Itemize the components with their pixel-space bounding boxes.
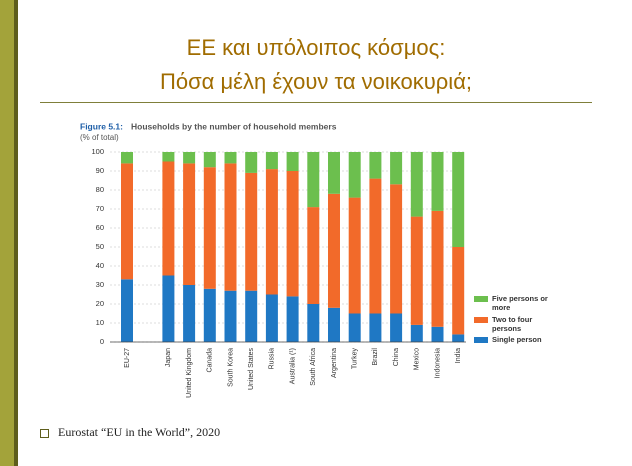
bar-segment <box>431 152 444 211</box>
bar-segment <box>183 152 196 164</box>
x-tick-label: Indonesia <box>434 348 441 378</box>
chart-subtitle: (% of total) <box>80 133 119 142</box>
x-tick-label: United States <box>248 348 255 391</box>
y-tick-label: 50 <box>96 242 104 251</box>
bar-segment <box>121 279 133 342</box>
legend-swatch <box>474 317 488 323</box>
x-tick-label: South Africa <box>310 348 317 386</box>
bar-segment <box>286 296 299 342</box>
bar-segment <box>121 163 133 280</box>
bar-segment <box>245 172 258 291</box>
legend-label: Two to four persons <box>492 315 533 333</box>
bar-segment <box>431 210 444 327</box>
bar-segment <box>410 324 423 342</box>
bullet <box>40 429 49 438</box>
y-tick-label: 20 <box>96 299 104 308</box>
bar-segment <box>286 171 299 297</box>
bar-segment <box>369 313 382 342</box>
bar-segment <box>307 152 320 208</box>
y-tick-label: 10 <box>96 318 104 327</box>
y-tick-label: 0 <box>100 337 104 346</box>
x-tick-label: South Korea <box>227 348 234 387</box>
figure-label: Figure 5.1: <box>80 121 123 131</box>
y-tick-label: 30 <box>96 280 104 289</box>
y-tick-label: 60 <box>96 223 104 232</box>
bar-segment <box>224 163 237 291</box>
bar-segment <box>245 290 258 342</box>
bar-segment <box>348 197 361 314</box>
bar-segment <box>452 152 465 247</box>
x-tick-label: Japan <box>165 348 172 367</box>
x-tick-label: Canada <box>207 348 214 373</box>
x-tick-label: Mexico <box>414 348 421 370</box>
bar-segment <box>265 152 278 170</box>
y-tick-label: 90 <box>96 166 104 175</box>
side-strip <box>14 0 18 466</box>
legend-label: Five persons or more <box>492 294 548 312</box>
bar-segment <box>410 152 423 217</box>
bar-segment <box>307 304 320 342</box>
side-bar <box>0 0 14 466</box>
bar-segment <box>265 169 278 295</box>
footer: Eurostat “EU in the World”, 2020 <box>58 425 221 439</box>
bar-segment <box>286 152 299 171</box>
bar-segment <box>390 152 403 185</box>
x-tick-label: United Kingdom <box>186 348 193 398</box>
title-rule <box>40 102 592 103</box>
bar-segment <box>162 275 175 342</box>
bar-segment <box>224 290 237 342</box>
bar-segment <box>390 313 403 342</box>
bar-segment <box>369 152 382 179</box>
y-tick-label: 70 <box>96 204 104 213</box>
x-tick-label: Brazil <box>372 348 379 366</box>
bar-segment <box>203 167 216 289</box>
slide-title: Πόσα μέλη έχουν τα νοικοκυριά; <box>159 69 473 94</box>
bar-segment <box>390 184 403 314</box>
x-tick-label: EU-27 <box>124 348 131 368</box>
x-tick-label: India <box>455 348 462 363</box>
bar-segment <box>203 152 216 168</box>
bar-segment <box>348 152 361 198</box>
bar-segment <box>162 152 175 162</box>
bar-segment <box>410 216 423 325</box>
bar-segment <box>452 247 465 335</box>
bar-segment <box>431 326 444 342</box>
y-tick-label: 40 <box>96 261 104 270</box>
bar-segment <box>183 163 196 285</box>
bar-segment <box>224 152 237 164</box>
x-tick-label: Argentina <box>331 348 338 378</box>
bar-segment <box>245 152 258 173</box>
bar-segment <box>369 178 382 314</box>
bar-segment <box>307 207 320 304</box>
bar-segment <box>183 285 196 342</box>
bar-segment <box>452 334 465 342</box>
bar-segment <box>203 288 216 342</box>
y-tick-label: 80 <box>96 185 104 194</box>
bar-segment <box>328 152 340 194</box>
y-tick-label: 100 <box>91 147 104 156</box>
bar-segment <box>328 307 340 342</box>
bar-segment <box>121 152 133 164</box>
bar-segment <box>265 294 278 342</box>
x-tick-label: Russia <box>269 348 276 370</box>
bar-segment <box>328 193 340 308</box>
legend-label: Single person <box>492 335 542 344</box>
chart-title: Households by the number of household me… <box>131 121 337 131</box>
bar-segment <box>162 161 175 276</box>
x-tick-label: China <box>393 348 400 366</box>
legend-swatch <box>474 296 488 302</box>
slide-title: ΕΕ και υπόλοιπος κόσμος: <box>186 35 446 60</box>
bar-segment <box>348 313 361 342</box>
x-tick-label: Turkey <box>352 348 359 370</box>
legend-swatch <box>474 337 488 343</box>
x-tick-label: Australia (¹) <box>289 348 296 384</box>
